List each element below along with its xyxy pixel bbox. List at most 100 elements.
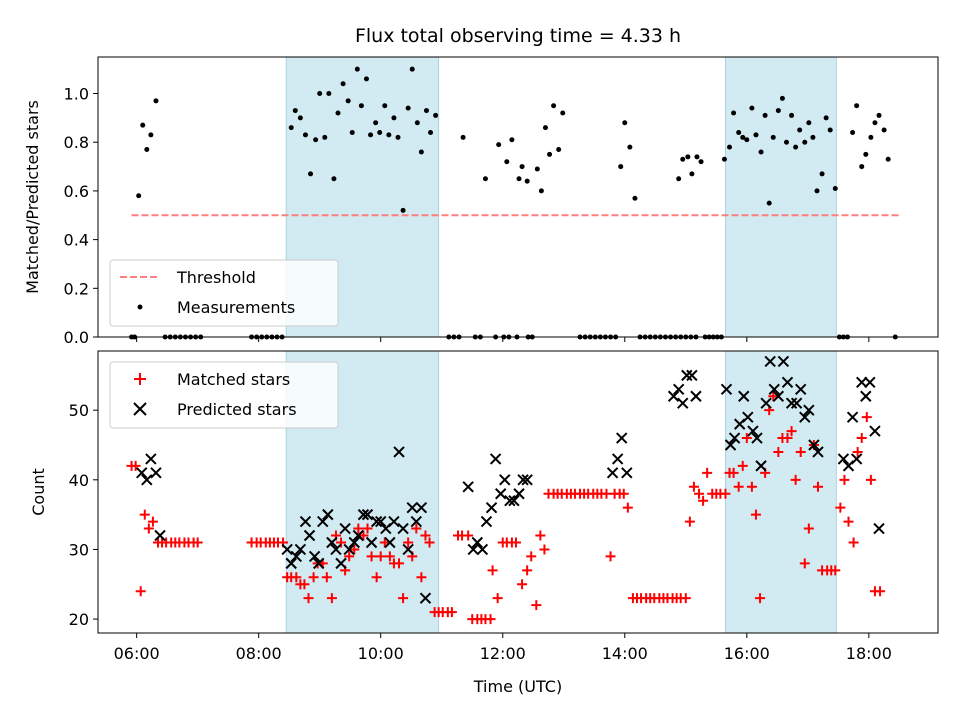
predicted-star-point-72 [768, 383, 780, 396]
predicted-star-point-86 [850, 453, 863, 465]
legend-predicted-label: Predicted stars [177, 400, 297, 419]
measurement-point-126 [770, 134, 776, 140]
matched-star-point-130 [755, 593, 766, 604]
matched-star-point-33 [321, 572, 332, 583]
measurement-point-151 [881, 127, 887, 133]
measurement-point-107 [689, 171, 695, 177]
predicted-star-point-83 [837, 453, 850, 465]
predicted-star-point-48 [513, 488, 525, 500]
predicted-star-point-26 [375, 515, 387, 528]
measurement-point-118 [736, 129, 742, 135]
matched-star-point-34 [326, 593, 337, 604]
matched-star-point-4 [143, 523, 154, 534]
measurement-point-3 [140, 122, 146, 128]
predicted-star-point-0 [136, 467, 148, 479]
predicted-star-point-46 [504, 494, 516, 507]
predicted-star-point-91 [873, 522, 885, 535]
predicted-star-point-47 [508, 494, 520, 507]
measurement-point-24 [297, 115, 303, 121]
measurement-point-115 [721, 156, 727, 162]
measurement-point-147 [863, 151, 869, 157]
predicted-star-point-68 [751, 432, 763, 444]
predicted-star-point-75 [781, 376, 794, 389]
measurement-point-127 [775, 108, 781, 114]
measurement-point-132 [797, 127, 803, 133]
measurement-point-42 [382, 103, 388, 109]
predicted-star-point-63 [728, 432, 741, 444]
matched-star-point-118 [702, 467, 713, 478]
top-y-ticks: 0.0 0.2 0.4 0.6 0.8 1.0 [64, 85, 98, 347]
predicted-star-point-28 [384, 536, 396, 549]
matched-star-point-134 [773, 446, 784, 457]
measurement-point-27 [313, 137, 319, 143]
predicted-stars-points [136, 355, 885, 604]
bottom-x-ticks: 06:00 08:00 10:00 12:00 14:00 16:00 18:00 [114, 633, 892, 663]
measurement-point-71 [519, 164, 525, 170]
matched-star-point-147 [830, 565, 841, 576]
matched-star-point-26 [291, 572, 302, 583]
measurement-point-125 [766, 200, 772, 206]
matched-star-point-78 [526, 551, 537, 562]
predicted-star-point-57 [677, 397, 689, 409]
measurement-point-29 [322, 134, 328, 140]
measurement-point-5 [148, 132, 154, 138]
measurement-point-79 [560, 110, 566, 116]
predicted-star-point-89 [864, 376, 876, 389]
predicted-star-point-74 [777, 355, 790, 368]
x-tick-label-1: 08:00 [236, 644, 282, 663]
matched-star-point-69 [485, 614, 496, 625]
predicted-star-point-71 [764, 355, 776, 368]
predicted-star-point-88 [860, 390, 872, 402]
predicted-star-point-9 [299, 515, 312, 528]
matched-star-point-50 [398, 593, 409, 604]
matched-star-point-47 [384, 551, 395, 562]
predicted-star-point-13 [317, 515, 329, 528]
measurement-point-2 [136, 193, 142, 199]
measurement-point-144 [850, 129, 856, 135]
measurement-point-133 [802, 139, 808, 145]
matched-star-point-153 [856, 433, 867, 444]
measurement-point-40 [373, 120, 379, 126]
matched-stars-points [126, 391, 886, 625]
predicted-star-point-49 [517, 474, 529, 486]
measurement-point-44 [391, 115, 397, 121]
matched-star-point-157 [875, 586, 886, 597]
measurement-point-49 [414, 120, 420, 126]
measurement-point-45 [395, 134, 401, 140]
measurement-point-152 [885, 156, 891, 162]
matched-star-point-154 [861, 412, 872, 423]
top-y-tick-label-2: 0.4 [64, 231, 89, 250]
top-y-tick-label-4: 0.8 [64, 133, 89, 152]
predicted-star-point-54 [621, 467, 633, 479]
top-y-tick-label-5: 1.0 [64, 85, 89, 104]
measurement-point-121 [749, 105, 755, 111]
measurement-point-52 [428, 129, 434, 135]
predicted-star-point-4 [154, 529, 166, 542]
measurement-point-130 [789, 112, 795, 118]
predicted-star-point-41 [480, 515, 493, 528]
measurement-point-72 [524, 178, 530, 184]
predicted-star-point-38 [467, 543, 479, 556]
matched-star-point-137 [786, 426, 797, 437]
bottom-y-axis-label: Count [29, 468, 48, 516]
matched-star-point-143 [813, 481, 823, 492]
measurement-point-108 [694, 154, 700, 160]
measurement-point-46 [400, 207, 406, 213]
predicted-star-point-77 [790, 397, 803, 409]
measurement-point-51 [423, 108, 429, 114]
matched-star-point-49 [394, 558, 405, 569]
chart-title: Flux total observing time = 4.33 h [355, 25, 681, 47]
measurement-point-117 [731, 110, 737, 116]
matched-star-point-1 [130, 460, 141, 471]
bottom-y-tick-label-1: 30 [69, 540, 89, 559]
top-panel: 0.0 0.2 0.4 0.6 0.8 1.0 Flux total observing … [23, 25, 939, 347]
measurement-point-75 [542, 125, 548, 131]
measurement-point-123 [758, 149, 764, 155]
measurement-point-73 [534, 166, 540, 172]
bottom-y-tick-label-2: 40 [69, 471, 89, 490]
measurement-point-116 [727, 144, 733, 150]
measurement-point-33 [340, 81, 346, 87]
measurement-point-104 [676, 176, 682, 182]
x-tick-label-4: 14:00 [602, 644, 648, 663]
